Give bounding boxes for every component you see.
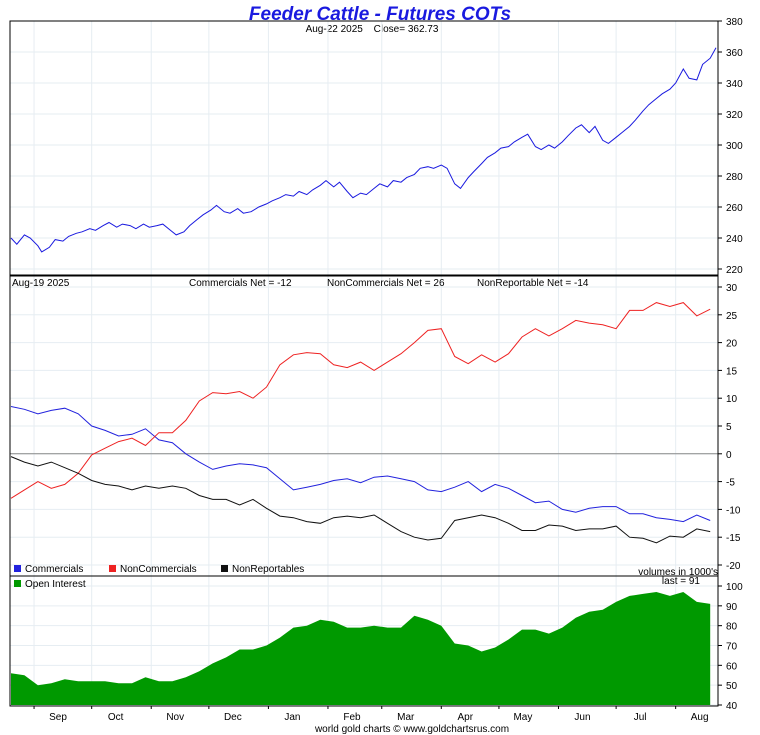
x-tick-label: May [513,712,532,723]
volume-units-note: volumes in 1000's [638,567,718,578]
nonreportable-net-label: NonReportable Net = -14 [477,278,589,289]
legend-swatch-nonreportables [221,565,228,572]
x-tick-label: Oct [108,712,124,723]
cot-legend: Commercials NonCommercials NonReportable… [14,564,304,575]
open-interest-panel [11,592,711,705]
y-tick-label: 260 [726,203,743,214]
x-tick-label: Nov [166,712,184,723]
y-tick-label: 300 [726,141,743,152]
y-tick-label: 50 [726,681,738,692]
legend-swatch-noncommercials [109,565,116,572]
y-tick-label: 25 [726,311,738,322]
y-tick-label: 20 [726,339,738,350]
noncommercials-series-line [10,302,711,499]
x-tick-label: Jun [574,712,590,723]
y-tick-label: 220 [726,265,743,276]
price-series-line [10,47,717,253]
commercials-net-label: Commercials Net = -12 [189,278,292,289]
x-tick-label: Apr [458,712,474,723]
y-tick-label: 15 [726,366,738,377]
legend-label-commercials: Commercials [25,564,83,575]
x-tick-label: Jan [284,712,300,723]
y-tick-label: -15 [726,533,741,544]
x-tick-label: Mar [397,712,415,723]
y-tick-label: 40 [726,701,738,712]
legend-swatch-open-interest [14,580,21,587]
x-tick-label: Sep [49,712,67,723]
x-tick-label: Feb [343,712,361,723]
y-tick-label: 240 [726,234,743,245]
y-tick-label: 5 [726,422,732,433]
open-interest-last-note: last = 91 [662,576,701,587]
nonreportables-series-line [10,456,711,544]
x-tick-label: Aug [691,712,709,723]
y-tick-label: 90 [726,602,738,613]
legend-label-open-interest: Open Interest [25,579,86,590]
oi-panel-frame [9,575,719,707]
y-tick-label: 0 [726,450,732,461]
y-tick-label: 280 [726,172,743,183]
x-tick-label: Jul [634,712,647,723]
cot-panel [10,302,711,544]
y-tick-label: 70 [726,642,738,653]
open-interest-area [11,592,711,705]
y-tick-label: 10 [726,394,738,405]
price-subtitle-close: Close= 362.73 [374,24,439,35]
price-panel-frame [9,20,719,276]
y-tick-label: 380 [726,17,743,28]
commercials-series-line [10,406,711,523]
footer-credit: world gold charts © www.goldchartsrus.co… [314,724,509,735]
y-tick-label: -10 [726,505,741,516]
legend-label-nonreportables: NonReportables [232,564,304,575]
y-tick-label: 30 [726,283,738,294]
frame-layer: 220 240 260 280 300 320 340 360 380 -20 -15 -10 -5 0 5… [9,17,743,712]
x-axis: Sep Oct Nov Dec Jan Feb Mar Apr May Jun Jul Aug [33,706,709,723]
cot-subtitle-date: Aug-19 2025 [12,278,70,289]
y-tick-label: 80 [726,622,738,633]
x-tick-label: Dec [224,712,242,723]
price-panel [10,47,717,253]
y-tick-label: 320 [726,110,743,121]
price-subtitle: Aug-22 2025 Close= 362.73 [306,24,439,35]
y-tick-label: 360 [726,48,743,59]
y-tick-label: 100 [726,582,743,593]
noncommercials-net-label: NonCommercials Net = 26 [327,278,445,289]
legend-label-noncommercials: NonCommercials [120,564,197,575]
chart-title: Feeder Cattle - Futures COTs [249,4,511,25]
price-subtitle-date: Aug-22 2025 [306,24,364,35]
y-tick-label: -20 [726,561,741,572]
y-tick-label: -5 [726,478,735,489]
legend-swatch-commercials [14,565,21,572]
y-tick-label: 60 [726,661,738,672]
y-tick-label: 340 [726,79,743,90]
